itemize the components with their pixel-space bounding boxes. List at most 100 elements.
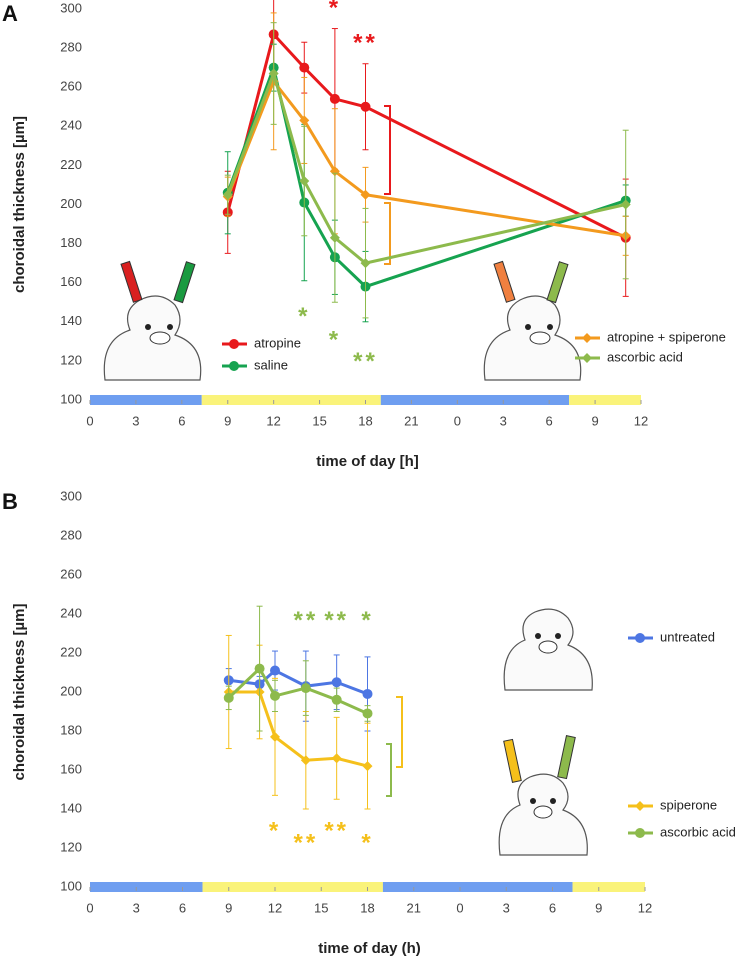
x-tick-label: 0 <box>86 413 93 428</box>
x-tick-label: 15 <box>312 413 326 428</box>
significance-mark: ** <box>353 348 378 375</box>
x-tick-label: 0 <box>456 900 463 915</box>
marker <box>299 176 310 187</box>
series-line <box>227 666 369 715</box>
x-axis-title: time of day [h] <box>316 453 419 470</box>
duck-illustration <box>503 608 593 691</box>
significance-mark: * <box>361 829 373 856</box>
y-tick-label: 280 <box>60 40 82 55</box>
x-tick-label: 6 <box>546 413 553 428</box>
x-tick-label: 0 <box>86 900 93 915</box>
x-tick-label: 3 <box>132 413 139 428</box>
y-tick-label: 180 <box>60 722 82 737</box>
marker <box>362 761 373 772</box>
marker <box>222 189 233 200</box>
series-line <box>226 62 627 289</box>
legend-label: saline <box>254 357 288 372</box>
series <box>222 0 631 349</box>
significance-mark: * <box>329 327 341 354</box>
y-tick-label: 240 <box>60 605 82 620</box>
y-tick-label: 120 <box>60 352 82 367</box>
series <box>223 605 645 838</box>
series <box>222 22 631 363</box>
marker <box>300 683 311 694</box>
duck-illustration <box>498 735 588 856</box>
series-line <box>226 78 626 238</box>
y-tick-label: 140 <box>60 800 82 815</box>
significance-mark: * <box>269 818 281 845</box>
legend-label: spiperone <box>660 797 717 812</box>
legend-label: untreated <box>660 629 715 644</box>
duck-illustration <box>103 260 202 381</box>
marker <box>331 694 342 705</box>
marker <box>362 688 373 699</box>
significance-mark: * <box>329 0 341 21</box>
x-tick-label: 12 <box>634 413 648 428</box>
marker <box>270 731 280 742</box>
light-period-band <box>380 395 570 405</box>
marker <box>299 115 310 126</box>
legend-label: ascorbic acid <box>660 824 736 839</box>
significance-mark: ** <box>293 829 318 856</box>
y-tick-label: 200 <box>60 196 82 211</box>
marker <box>268 68 279 79</box>
panel-label: B <box>2 489 18 514</box>
y-tick-label: 100 <box>60 878 82 893</box>
x-tick-label: 3 <box>133 900 140 915</box>
x-tick-label: 18 <box>358 413 372 428</box>
y-axis-title: choroidal thickness [µm] <box>11 116 28 293</box>
marker <box>620 199 631 210</box>
series-line <box>226 31 627 240</box>
x-tick-label: 12 <box>268 900 282 915</box>
legend-label: ascorbic acid <box>607 349 683 364</box>
y-tick-label: 240 <box>60 118 82 133</box>
y-tick-label: 300 <box>60 0 82 15</box>
light-period-band <box>569 395 641 405</box>
y-tick-label: 180 <box>60 235 82 250</box>
light-period-band <box>382 882 573 892</box>
y-tick-label: 220 <box>60 157 82 172</box>
x-tick-label: 21 <box>404 413 418 428</box>
bracket <box>386 743 392 797</box>
x-tick-label: 12 <box>638 900 652 915</box>
marker <box>223 692 234 703</box>
y-tick-label: 220 <box>60 644 82 659</box>
series-line <box>226 68 627 265</box>
significance-mark: * <box>298 303 310 330</box>
x-axis-title: time of day (h) <box>318 940 421 956</box>
x-tick-label: 3 <box>500 413 507 428</box>
x-tick-label: 9 <box>591 413 598 428</box>
y-tick-label: 260 <box>60 566 82 581</box>
x-tick-label: 12 <box>266 413 280 428</box>
duck-illustration <box>483 260 582 381</box>
y-tick-label: 300 <box>60 488 82 503</box>
x-tick-label: 6 <box>179 900 186 915</box>
y-tick-label: 140 <box>60 313 82 328</box>
x-tick-label: 21 <box>407 900 421 915</box>
y-axis-title: choroidal thickness [µm] <box>11 603 28 780</box>
light-period-band <box>90 882 203 892</box>
x-tick-label: 9 <box>224 413 231 428</box>
bracket <box>396 696 403 768</box>
y-tick-label: 120 <box>60 839 82 854</box>
marker <box>329 93 340 104</box>
y-tick-label: 160 <box>60 761 82 776</box>
marker <box>329 232 340 243</box>
bracket <box>384 105 391 195</box>
light-period-band <box>202 882 383 892</box>
marker <box>360 258 371 269</box>
light-period-band <box>572 882 645 892</box>
series <box>223 634 645 811</box>
significance-mark: ** <box>324 818 349 845</box>
x-tick-label: 9 <box>225 900 232 915</box>
marker <box>254 663 265 674</box>
legend-label: atropine + spiperone <box>607 329 726 344</box>
bracket <box>384 202 391 265</box>
x-tick-label: 6 <box>549 900 556 915</box>
significance-mark: ** <box>353 30 378 57</box>
marker <box>362 708 373 719</box>
significance-mark: ** <box>324 607 349 634</box>
x-tick-label: 6 <box>178 413 185 428</box>
